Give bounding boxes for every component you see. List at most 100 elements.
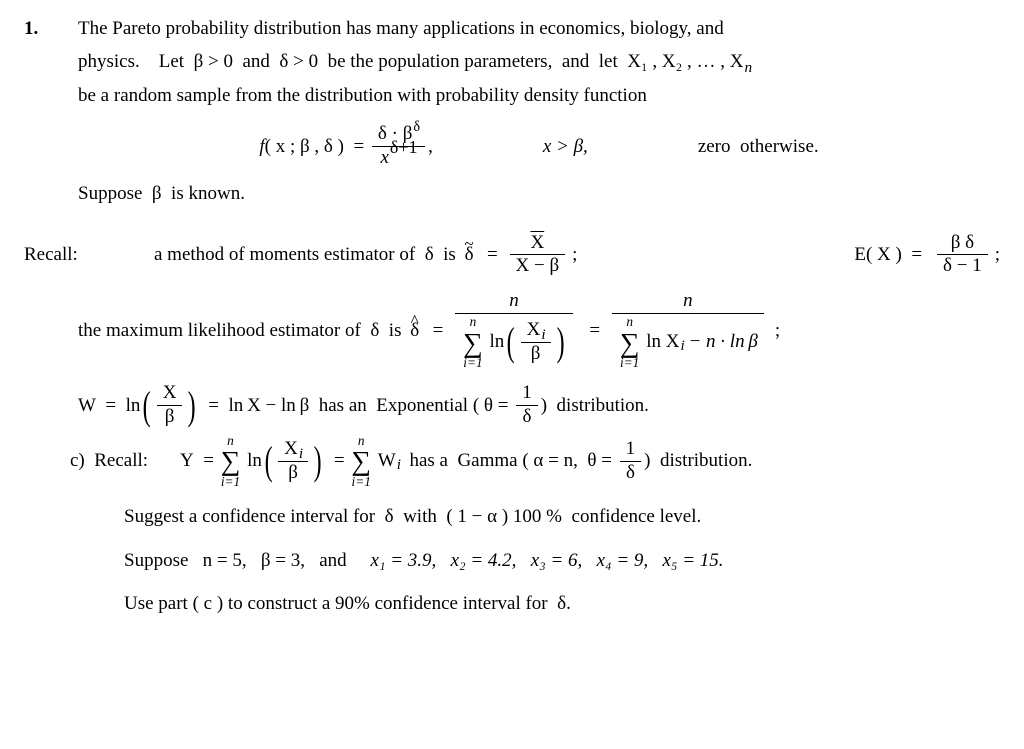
dist-tail-2: ) distribution. [644,446,752,475]
delta-gt-0: δ > 0 [279,51,318,72]
x4: x₄ = 9, [597,550,649,571]
ex-top: β δ [945,233,980,255]
sup2-and: , and [300,550,365,571]
part-c-row: c) Recall: Y = n ∑ i=1 ln ( Xi β ) = n [24,434,1000,488]
question-number: 1. [24,14,78,43]
ex-label: E( X ) = [854,240,922,269]
pdf-bot-exp: δ+1 [390,137,418,157]
sc2: ; [995,240,1000,269]
delta1: δ [516,406,537,428]
dist-tail-1: ) distribution. [541,391,649,420]
x2: x₂ = 4.2, [451,550,517,571]
x3: x₃ = 6, [531,550,583,571]
beta-val: 3 [291,550,301,571]
eq2: = [423,316,448,345]
ln1: ln [490,332,505,353]
delta-tilde: δ [465,240,474,269]
xi1: X [527,319,541,340]
mom-text: a method of moments estimator of δ is [154,240,461,269]
xi1-sub: i [541,326,545,343]
sigma2-sym: ∑ [620,329,640,357]
wi-sub: i [397,453,401,477]
xi3-sub: i [299,445,303,462]
pdf-zero-otherwise: zero otherwise. [698,132,819,161]
sc3: ; [775,316,780,345]
w-bot: β [159,406,181,428]
para-1c: be a random sample from the distribution… [78,81,1000,110]
theta-frac-2: 1 δ [620,439,642,484]
y-mid: = [324,446,349,475]
sup2-pre: Suppose n = [124,550,232,571]
recall-row: Recall: a method of moments estimator of… [24,233,1000,278]
eq1: = [478,240,503,269]
xbar-bot: X [516,255,530,276]
xi3: X [284,438,298,459]
theta-frac-1: 1 δ [516,383,538,428]
p1b-mid: be the population parameters, and let [323,51,623,72]
xi2: X [666,332,680,353]
pdf-equation: f ( x ; β , δ ) = δ · βδ xδ+1 , x > β, z… [78,124,1000,169]
delta-hat: δ [410,316,419,345]
ex-bot: δ − 1 [937,255,988,277]
suppose-beta-known: Suppose β is known. [78,179,1000,208]
one1: 1 [516,383,538,405]
pdf-bot-x: x [380,147,388,168]
beta-gt-0: β > 0 [194,51,233,72]
use-part-c: Use part ( c ) to construct a 90% confid… [124,589,1000,618]
ex-fraction: β δ δ − 1 [937,233,988,278]
pdf-fraction: δ · βδ xδ+1 [372,124,425,169]
problem-body: The Pareto probability distribution has … [78,14,1000,213]
delta2: δ [620,462,641,484]
sigma-1: n ∑ i=1 [463,315,483,369]
sigma4-bot: i=1 [352,475,371,488]
pdf-condition: x > β, [543,132,588,161]
sc1: ; [572,240,577,269]
w-paren: ( X β ) [140,383,198,428]
sigma3-sym: ∑ [221,447,241,475]
x-list-sub: n [744,59,752,76]
beta1: β [525,343,547,365]
sigma-2: n ∑ i=1 [620,315,640,369]
sigma-3: n ∑ i=1 [221,434,241,488]
xi2-sub: i [681,338,685,355]
one2: 1 [620,439,642,461]
mle-row: the maximum likelihood estimator of δ is… [24,291,1000,369]
sup2-mid: , β = [242,550,291,571]
gamma-text: has a Gamma ( α = n, θ = [400,446,617,475]
mle-frac1: n n ∑ i=1 ln ( Xi β [455,291,573,369]
mle-n1: n [503,291,525,313]
and1: and [238,51,275,72]
xbar-top: X [530,232,544,253]
sigma-4: n ∑ i=1 [351,434,371,488]
mom-fraction: X X − β [510,233,566,278]
para-1a: The Pareto probability distribution has … [78,14,1000,43]
pdf-top-exp: δ [413,119,420,135]
part-c-label: c) Recall: [70,446,180,475]
x-list: X₁ , X₂ , … , X [627,51,743,72]
beta3: β [282,462,304,484]
recall-label: Recall: [24,240,114,269]
mle-frac2: n n ∑ i=1 ln Xi − n · ln β [612,291,764,369]
sigma1-sym: ∑ [463,329,483,357]
ln3: ln [247,446,262,475]
sigma3-bot: i=1 [221,475,240,488]
sigma1-bot: i=1 [463,356,482,369]
sigma2-bot: i=1 [620,356,639,369]
sigma4-sym: ∑ [351,447,371,475]
eq3: = [580,316,605,345]
x1: x₁ = 3.9, [370,550,436,571]
mle-text: the maximum likelihood estimator of δ is [78,316,406,345]
suppose-data: Suppose n = 5, β = 3, and x₁ = 3.9, x₂ =… [124,546,1000,575]
p1b-prefix: physics. Let [78,51,189,72]
para-1b: physics. Let β > 0 and δ > 0 be the popu… [78,47,1000,76]
xbar-minus-beta: − β [529,255,559,276]
pdf-args: ( x ; β , δ ) = [265,132,365,161]
w-def-pre: W = ln [78,391,140,420]
ln2: ln [646,332,661,353]
paren3: ( Xi β ) [262,439,325,484]
mle2-tail: − n · ln β [684,332,758,353]
w-top: X [157,383,183,405]
wi: W [378,446,396,475]
w-def-mid: = ln X − ln β has an Exponential ( θ = [199,391,513,420]
pdf-tail-comma: , [428,132,433,161]
